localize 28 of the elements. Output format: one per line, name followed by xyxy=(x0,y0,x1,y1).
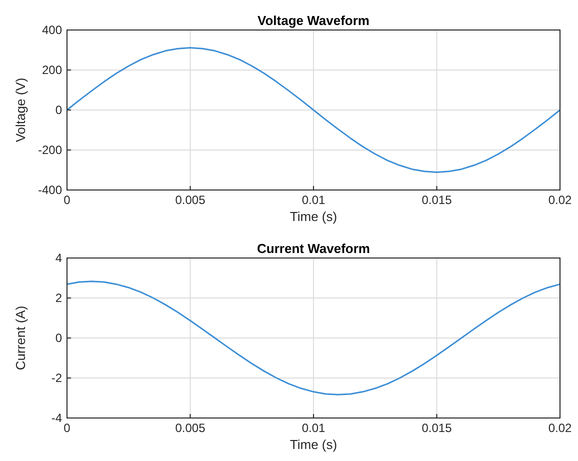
x-tick-label: 0 xyxy=(64,193,71,207)
chart-title: Current Waveform xyxy=(257,241,370,256)
y-tick-label: -2 xyxy=(51,371,62,385)
x-tick-label: 0.02 xyxy=(548,421,572,435)
y-tick-label: 4 xyxy=(55,251,62,265)
x-tick-label: 0.015 xyxy=(422,421,452,435)
chart-title: Voltage Waveform xyxy=(258,13,370,28)
x-tick-label: 0.01 xyxy=(302,421,326,435)
line-series xyxy=(66,47,561,173)
x-tick-label: 0.005 xyxy=(175,193,206,207)
y-tick-label: -200 xyxy=(38,143,62,157)
x-tick-label: 0.02 xyxy=(548,193,572,207)
y-tick-label: 400 xyxy=(42,23,62,37)
y-tick-label: -4 xyxy=(51,411,62,425)
line-series xyxy=(66,280,561,396)
y-tick-label: -400 xyxy=(38,183,62,197)
x-axis-title: Time (s) xyxy=(290,437,338,452)
x-axis-title: Time (s) xyxy=(290,209,338,224)
y-tick-label: 2 xyxy=(55,291,62,305)
y-tick-label: 200 xyxy=(42,63,62,77)
y-axis-title: Voltage (V) xyxy=(13,78,28,142)
x-tick-label: 0 xyxy=(64,421,71,435)
x-tick-label: 0.005 xyxy=(175,421,206,435)
y-tick-label: 0 xyxy=(55,331,62,345)
y-axis-title: Current (A) xyxy=(13,306,28,370)
x-tick-label: 0.01 xyxy=(302,193,326,207)
x-tick-label: 0.015 xyxy=(422,193,452,207)
y-tick-label: 0 xyxy=(55,103,62,117)
